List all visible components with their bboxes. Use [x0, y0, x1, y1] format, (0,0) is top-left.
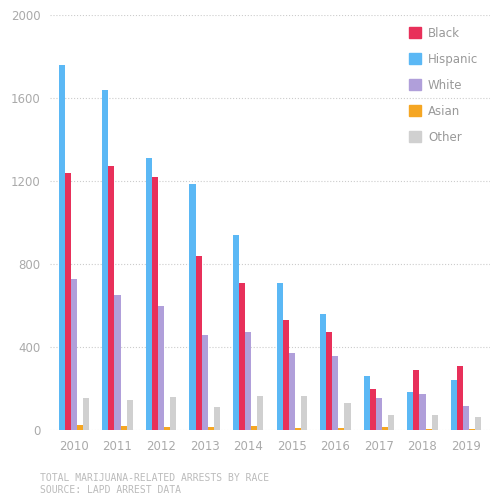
Bar — [252, 426, 258, 430]
Bar — [388, 416, 394, 430]
Bar — [295, 428, 301, 430]
Bar — [77, 425, 83, 430]
Bar — [407, 392, 414, 430]
Bar — [414, 370, 420, 430]
Bar — [58, 65, 65, 430]
Bar — [451, 380, 457, 430]
Bar — [158, 306, 164, 430]
Bar — [364, 376, 370, 430]
Bar — [114, 295, 120, 430]
Bar — [239, 282, 245, 430]
Bar — [432, 416, 438, 430]
Bar — [457, 366, 463, 430]
Bar — [469, 429, 475, 430]
Bar — [214, 407, 220, 430]
Bar — [332, 356, 338, 430]
Bar — [190, 184, 196, 430]
Bar — [164, 427, 170, 430]
Bar — [202, 334, 207, 430]
Bar — [126, 400, 133, 430]
Bar — [420, 394, 426, 430]
Bar — [320, 314, 326, 430]
Text: TOTAL MARIJUANA-RELATED ARRESTS BY RACE
SOURCE: LAPD ARREST DATA: TOTAL MARIJUANA-RELATED ARRESTS BY RACE … — [40, 474, 269, 495]
Bar — [83, 398, 89, 430]
Bar — [376, 398, 382, 430]
Bar — [463, 406, 469, 430]
Bar — [475, 416, 482, 430]
Bar — [146, 158, 152, 430]
Bar — [370, 388, 376, 430]
Bar — [170, 397, 176, 430]
Bar — [344, 403, 350, 430]
Bar — [301, 396, 307, 430]
Bar — [102, 90, 108, 430]
Bar — [282, 320, 288, 430]
Bar — [120, 426, 126, 430]
Bar — [208, 427, 214, 430]
Bar — [245, 332, 252, 430]
Bar — [71, 278, 77, 430]
Bar — [288, 353, 295, 430]
Bar — [65, 172, 71, 430]
Legend: Black, Hispanic, White, Asian, Other: Black, Hispanic, White, Asian, Other — [403, 21, 484, 150]
Bar — [196, 256, 202, 430]
Bar — [326, 332, 332, 430]
Bar — [108, 166, 114, 430]
Bar — [276, 282, 282, 430]
Bar — [426, 429, 432, 430]
Bar — [338, 428, 344, 430]
Bar — [382, 427, 388, 430]
Bar — [258, 396, 264, 430]
Bar — [152, 177, 158, 430]
Bar — [233, 235, 239, 430]
